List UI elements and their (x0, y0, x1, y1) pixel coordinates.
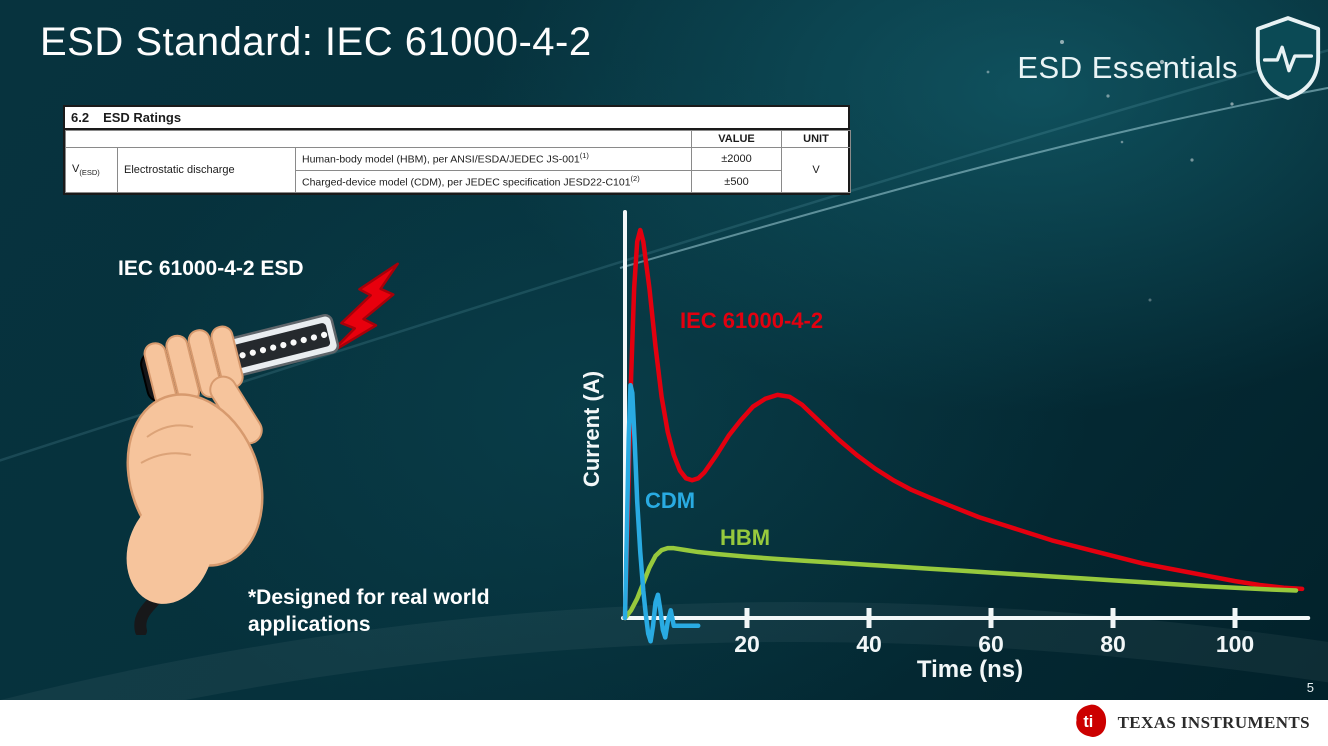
table-row: Charged-device model (CDM), per JEDEC sp… (66, 169, 851, 194)
cdm-description-cell: Charged-device model (CDM), per JEDEC sp… (295, 169, 692, 194)
lightning-bolt-icon (329, 262, 399, 354)
cdm-value-cell: ±500 (691, 169, 782, 194)
x-axis-label: Time (ns) (916, 656, 1024, 683)
param-symbol-cell: V(ESD) (65, 146, 118, 194)
header-value: VALUE (691, 130, 782, 148)
svg-text:ti: ti (1083, 712, 1093, 730)
brand-block: ESD Essentials (1017, 14, 1324, 107)
svg-text:60: 60 (978, 631, 1004, 657)
page-title: ESD Standard: IEC 61000-4-2 (40, 20, 592, 64)
esd-waveform-chart: 20 40 60 80 100 Current (A) Time (ns) IEC 61… (570, 200, 1328, 700)
section-title-text: ESD Ratings (103, 110, 182, 125)
hbm-description-cell: Human-body model (HBM), per ANSI/ESDA/JE… (295, 147, 692, 171)
unit-cell: V (781, 146, 851, 194)
table-section-title: 6.2 ESD Ratings (65, 107, 848, 130)
hbm-value-cell: ±2000 (691, 147, 782, 171)
footer-company-name: TEXAS INSTRUMENTS (1117, 713, 1310, 732)
series-label-iec: IEC 61000-4-2 (680, 308, 824, 333)
designed-for-real-world-note: *Designed for real world applications (248, 586, 490, 637)
hand (126, 375, 264, 604)
svg-text:20: 20 (734, 631, 760, 657)
section-number: 6.2 (71, 110, 90, 125)
iec-esd-caption: IEC 61000-4-2 ESD (118, 257, 304, 280)
chart-plot-area: 20 40 60 80 100 (621, 210, 1311, 657)
ratings-grid: VALUE UNIT V(ESD) Electrostatic discharg… (65, 130, 851, 194)
header-unit: UNIT (781, 130, 851, 148)
hdmi-connector-icon (140, 314, 340, 408)
connector-pins (239, 331, 328, 359)
param-name-cell: Electrostatic discharge (117, 146, 296, 194)
svg-text:100: 100 (1216, 631, 1254, 657)
table-row: V(ESD) Electrostatic discharge Human-bod… (65, 146, 851, 194)
series-label-hbm: HBM (720, 525, 771, 550)
y-axis-label: Current (A) (579, 370, 604, 488)
svg-text:80: 80 (1100, 631, 1126, 657)
header-empty-cell (65, 130, 692, 148)
texas-instruments-logo: ti (1074, 704, 1108, 743)
footer-bar: ti TEXAS INSTRUMENTS (0, 700, 1328, 746)
table-header-row: VALUE UNIT (65, 130, 851, 148)
page-number: 5 (1306, 680, 1314, 695)
brand-text: ESD Essentials (1017, 49, 1238, 85)
hand-holding-hdmi-illustration (126, 262, 399, 635)
series-label-cdm: CDM (645, 488, 696, 513)
esd-ratings-table: 6.2 ESD Ratings VALUE UNIT V(ESD) Electro… (63, 105, 851, 196)
esd-shield-pulse-icon (1252, 14, 1324, 107)
svg-text:40: 40 (856, 631, 882, 657)
